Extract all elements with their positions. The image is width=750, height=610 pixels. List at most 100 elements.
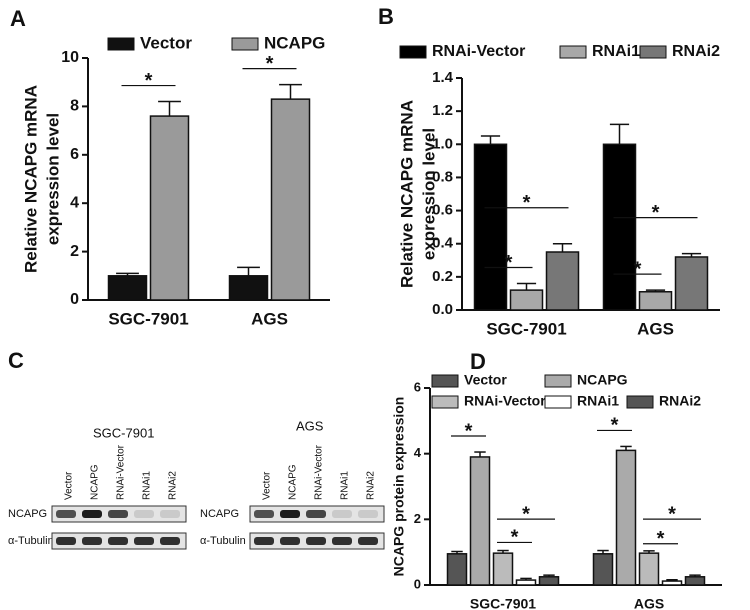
blot-title: AGS bbox=[296, 418, 324, 433]
lane-label: RNAi2 bbox=[168, 471, 179, 500]
y-axis-label: NCAPG protein expression bbox=[391, 397, 407, 577]
legend-label: RNAi2 bbox=[672, 43, 720, 60]
significance-label: * bbox=[505, 252, 513, 274]
y-tick-label: 1.2 bbox=[432, 102, 453, 119]
y-tick-label: 2 bbox=[70, 243, 79, 260]
x-tick-label: SGC-7901 bbox=[470, 596, 536, 610]
y-tick-label: 0.6 bbox=[432, 202, 453, 219]
y-tick-label: 0 bbox=[70, 291, 79, 308]
row-label: NCAPG bbox=[8, 508, 47, 520]
x-tick-label: AGS bbox=[637, 319, 674, 338]
significance-label: * bbox=[522, 503, 530, 525]
lane-label: NCAPG bbox=[288, 464, 299, 500]
bar bbox=[684, 576, 706, 586]
y-tick-label: 0 bbox=[414, 576, 421, 591]
y-tick-label: 4 bbox=[70, 194, 79, 211]
significance-label: * bbox=[511, 527, 519, 549]
blot-band bbox=[82, 510, 102, 518]
blot-band bbox=[82, 537, 102, 545]
blot-band bbox=[306, 537, 326, 545]
blot-band bbox=[332, 537, 352, 545]
y-tick-label: 0.4 bbox=[432, 235, 454, 252]
bar bbox=[592, 553, 614, 586]
bar bbox=[228, 275, 269, 301]
y-tick-label: 0.2 bbox=[432, 268, 453, 285]
row-label: α-Tubulin bbox=[8, 535, 54, 547]
blot-band bbox=[280, 537, 300, 545]
legend-label: Vector bbox=[464, 372, 507, 388]
legend-swatch bbox=[431, 395, 459, 409]
legend-swatch bbox=[399, 45, 427, 59]
lane-label: Vector bbox=[262, 471, 273, 500]
blot-band bbox=[306, 510, 326, 518]
y-tick-label: 10 bbox=[61, 49, 79, 66]
legend-swatch bbox=[626, 395, 654, 409]
blot-band bbox=[332, 510, 352, 518]
blot-band bbox=[358, 510, 378, 518]
legend-swatch bbox=[559, 45, 587, 59]
y-tick-label: 8 bbox=[70, 98, 79, 115]
y-tick-label: 1.0 bbox=[432, 135, 453, 152]
blot-band bbox=[160, 537, 180, 545]
significance-label: * bbox=[145, 70, 153, 92]
legend-label: Vector bbox=[140, 33, 192, 52]
y-axis-label: Relative NCAPG mRNA bbox=[21, 85, 40, 273]
blot-band bbox=[134, 510, 154, 518]
bar bbox=[515, 579, 537, 586]
legend-label: RNAi1 bbox=[592, 43, 640, 60]
bar bbox=[107, 275, 148, 301]
blot-band bbox=[108, 510, 128, 518]
y-axis-label: expression level bbox=[43, 113, 62, 245]
y-tick-label: 2 bbox=[414, 511, 421, 526]
legend-label: RNAi1 bbox=[577, 393, 619, 409]
blot-band bbox=[108, 537, 128, 545]
blot-band bbox=[254, 510, 274, 518]
significance-label: * bbox=[266, 53, 274, 75]
y-tick-label: 1.4 bbox=[432, 69, 454, 86]
x-tick-label: SGC-7901 bbox=[108, 309, 188, 328]
y-tick-label: 0.0 bbox=[432, 301, 453, 318]
bar bbox=[661, 580, 683, 586]
legend-swatch bbox=[544, 374, 572, 388]
bar bbox=[638, 291, 673, 311]
bar bbox=[446, 553, 468, 586]
x-tick-label: AGS bbox=[634, 596, 664, 610]
blot-band bbox=[254, 537, 274, 545]
legend-label: RNAi-Vector bbox=[432, 43, 525, 60]
blot-band bbox=[56, 510, 76, 518]
y-axis-label: Relative NCAPG mRNA bbox=[397, 100, 416, 288]
bar bbox=[538, 576, 560, 586]
y-tick-label: 4 bbox=[414, 445, 422, 460]
legend-label: RNAi2 bbox=[659, 393, 701, 409]
bar bbox=[509, 289, 544, 311]
legend-swatch bbox=[431, 374, 459, 388]
x-tick-label: AGS bbox=[251, 309, 288, 328]
y-axis-label: expression level bbox=[419, 128, 438, 260]
significance-label: * bbox=[657, 528, 665, 550]
lane-label: RNAi1 bbox=[340, 471, 351, 500]
significance-label: * bbox=[668, 503, 676, 525]
legend-label: NCAPG bbox=[577, 372, 628, 388]
legend-swatch bbox=[544, 395, 572, 409]
significance-label: * bbox=[465, 420, 473, 442]
bar bbox=[602, 143, 637, 311]
significance-label: * bbox=[634, 258, 642, 280]
x-tick-label: SGC-7901 bbox=[486, 319, 566, 338]
legend-label: RNAi-Vector bbox=[464, 393, 546, 409]
blot-band bbox=[160, 510, 180, 518]
lane-label: RNAi-Vector bbox=[314, 444, 325, 500]
y-tick-label: 0.8 bbox=[432, 168, 453, 185]
bar bbox=[492, 552, 514, 586]
bar bbox=[615, 449, 637, 586]
blot-band bbox=[280, 510, 300, 518]
legend-swatch bbox=[639, 45, 667, 59]
lane-label: NCAPG bbox=[90, 464, 101, 500]
bar bbox=[674, 256, 709, 311]
panel-label: D bbox=[470, 349, 486, 374]
bar bbox=[545, 251, 580, 311]
lane-label: Vector bbox=[64, 471, 75, 500]
legend-label: NCAPG bbox=[264, 33, 325, 52]
row-label: NCAPG bbox=[200, 508, 239, 520]
row-label: α-Tubulin bbox=[200, 535, 246, 547]
significance-label: * bbox=[523, 192, 531, 214]
